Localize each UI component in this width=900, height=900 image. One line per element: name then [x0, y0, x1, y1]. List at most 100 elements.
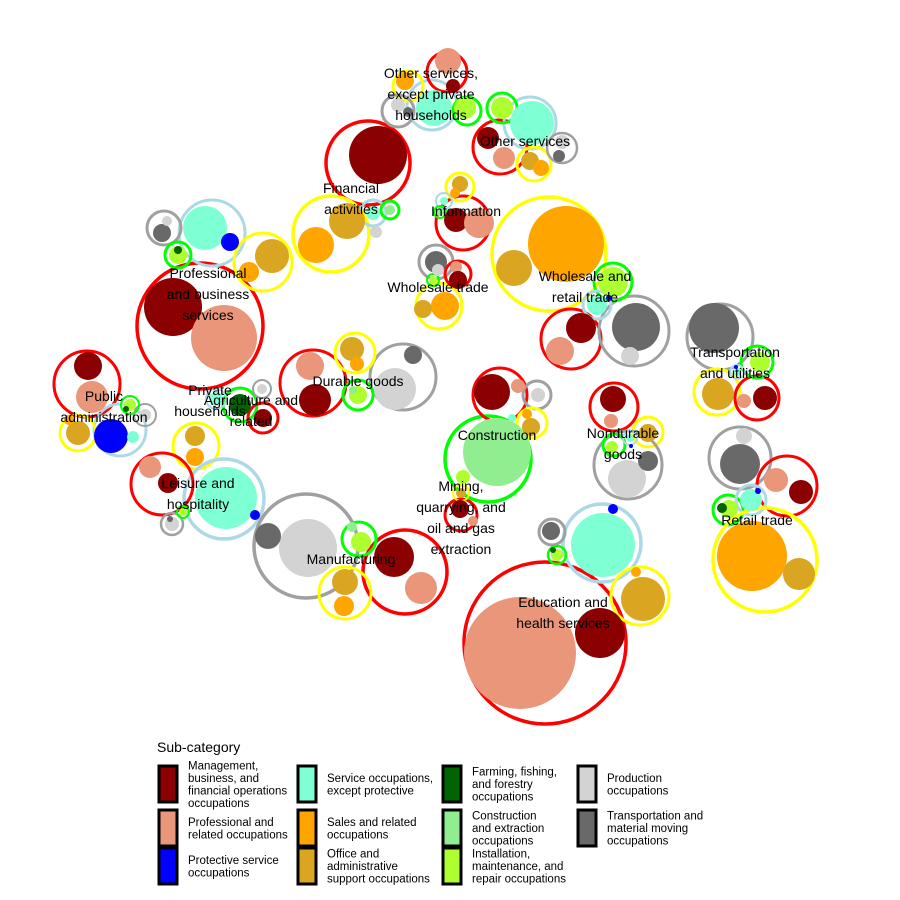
category-ring [291, 194, 371, 274]
occupation-bubble-sales [522, 409, 532, 419]
legend-swatch [296, 846, 318, 886]
category-ring [361, 528, 449, 616]
occupation-bubble-prof [764, 468, 788, 492]
occupation-bubble-constr [436, 208, 444, 216]
occupation-bubble-prof [737, 394, 751, 408]
category-ring [435, 192, 453, 210]
industry-label: Other services, except private households [384, 65, 478, 123]
category-ring [341, 378, 375, 412]
occupation-bubble-serv [416, 90, 452, 126]
occupation-bubble-prod [139, 409, 151, 421]
occupation-bubble-prod [257, 384, 267, 394]
legend-swatch [157, 808, 179, 848]
occupation-bubble-prot [755, 488, 761, 494]
occupation-bubble-mgmt [477, 127, 499, 149]
industry-labels-layer: Other services, except private householdsO… [60, 65, 793, 631]
legend-label: Production occupations [607, 773, 669, 798]
occupation-bubble-serv [366, 206, 380, 220]
industry-label: Private households [174, 382, 246, 419]
legend-title: Sub-category [157, 739, 240, 755]
occupation-bubble-office [522, 418, 540, 436]
category-ring [733, 374, 781, 422]
legend-swatch [576, 808, 598, 848]
category-ring [426, 273, 440, 287]
legend-swatch [441, 846, 463, 886]
legend-item-farm: Farming, fishing, and forestry occupations [441, 764, 557, 804]
occupation-bubble-constr [347, 522, 357, 532]
category-ring [92, 402, 148, 458]
category-ring [133, 403, 157, 427]
industry-label: Other services [480, 133, 570, 149]
category-ring [246, 401, 280, 435]
legend-swatch [441, 808, 463, 848]
occupation-bubble-mgmt [575, 608, 625, 658]
category-ring [380, 93, 416, 129]
legend-swatch [296, 764, 318, 804]
category-ring [278, 348, 348, 418]
legend-item-prot: Protective service occupations [157, 846, 279, 886]
occupation-bubble-install [454, 97, 476, 119]
occupation-bubble-mgmt [753, 386, 777, 410]
legend-label: Management, business, and financial operat… [188, 760, 287, 810]
category-ring [490, 195, 608, 313]
occupation-bubble-sales [239, 262, 259, 282]
occupation-bubble-prof [546, 337, 574, 365]
occupation-bubble-mgmt [374, 537, 414, 577]
legend-label: Office and administrative support occupati… [327, 849, 430, 886]
occupation-bubble-prof [450, 261, 462, 273]
legend-label: Transportation and material moving occupat… [607, 811, 703, 848]
industry-label: Wholesale trade [387, 279, 488, 295]
industry-label: Leisure and hospitality [161, 475, 234, 512]
occupation-bubble-prof [493, 147, 515, 169]
occupation-bubble-prod [736, 428, 752, 444]
category-ring [734, 483, 768, 517]
legend-item-transp: Transportation and material moving occupat… [576, 808, 703, 848]
legend-swatch [157, 846, 179, 886]
occupation-bubble-farm [174, 246, 182, 254]
category-ring [159, 511, 185, 537]
category-ring [739, 344, 775, 380]
occupation-bubble-prof [468, 516, 478, 526]
occupation-bubble-farm [123, 406, 129, 412]
occupation-bubble-farm [717, 503, 727, 513]
legend-label: Sales and related occupations [327, 817, 417, 842]
occupation-bubble-prod [621, 347, 639, 365]
occupation-bubble-transp [403, 107, 413, 117]
occupation-bubble-sales [298, 227, 334, 263]
occupation-bubble-sales [717, 521, 787, 591]
category-ring [545, 131, 579, 165]
occupation-bubble-prod [374, 368, 416, 410]
industry-label: Mining, quarrying, and oil and gas extracti… [416, 478, 506, 557]
occupation-bubble-prod [370, 226, 382, 238]
legend-label: Farming, fishing, and forestry occupations [472, 767, 557, 804]
industry-label: Manufacturing [307, 551, 396, 567]
occupation-bubble-prof [296, 352, 324, 380]
industry-label: Information [431, 203, 501, 219]
industry-label: Financial activities [323, 180, 379, 217]
occupation-bubble-transp [638, 451, 658, 471]
industry-label: Nondurable goods [587, 425, 660, 462]
bubbles-layer [52, 48, 819, 726]
industry-label: Durable goods [312, 373, 403, 389]
occupation-bubble-prof [76, 381, 108, 413]
industry-label: Education and health services [516, 594, 609, 631]
occupation-bubble-transp [255, 523, 281, 549]
occupation-bubble-serv [571, 513, 635, 577]
category-ring [232, 231, 294, 293]
occupation-bubble-prof [191, 305, 257, 371]
occupation-bubble-mgmt [444, 208, 468, 232]
occupation-bubble-sales [528, 206, 604, 282]
category-ring [729, 364, 745, 380]
legend-label: Professional and related occupations [188, 817, 288, 842]
occupation-bubble-serv [127, 431, 139, 443]
occupation-bubble-mgmt [158, 473, 178, 493]
occupation-bubble-prot [221, 233, 239, 251]
occupation-bubble-prot [94, 419, 128, 453]
legend-swatch [296, 808, 318, 848]
industry-label: Retail trade [721, 512, 793, 528]
category-ring [333, 331, 377, 375]
occupation-bubble-serv [510, 101, 554, 145]
occupation-bubble-sales [431, 292, 459, 320]
legend-item-install: Installation, maintenance, and repair occu… [441, 846, 566, 886]
occupation-bubble-office [496, 250, 532, 286]
